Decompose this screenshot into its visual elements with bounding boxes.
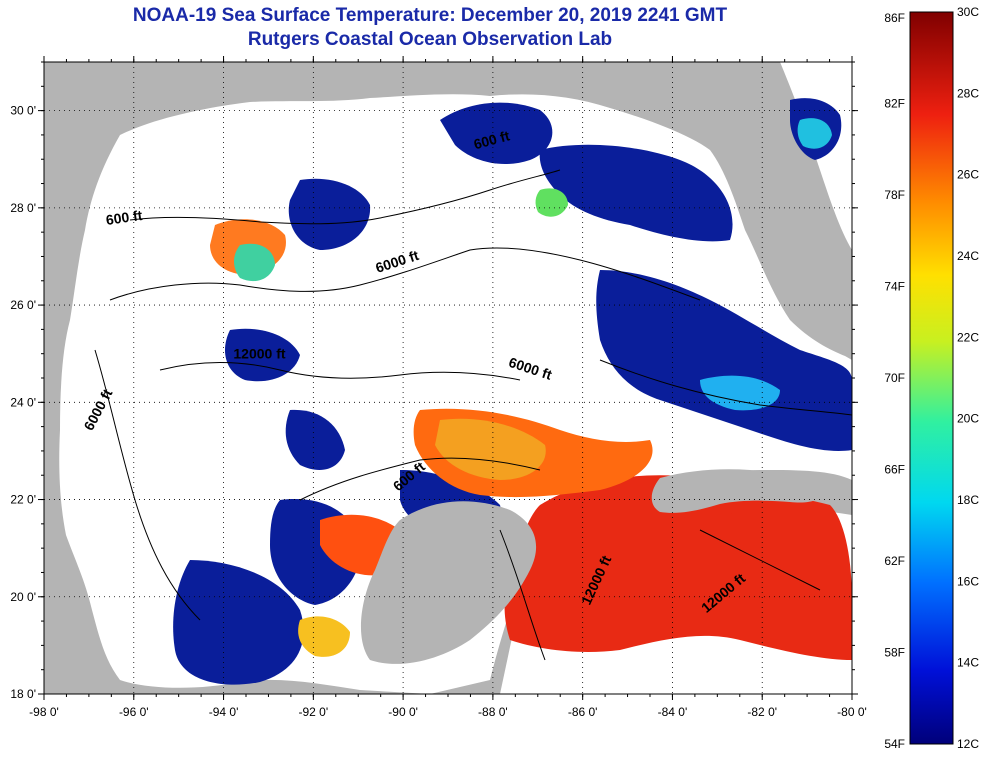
colorbar-f-label: 54F (884, 737, 905, 751)
latitude-labels: 30 0' 28 0' 26 0' 24 0' 22 0' 20 0' 18 0' (10, 104, 36, 701)
colorbar-c-label: 14C (957, 656, 979, 670)
colorbar-f-label: 82F (884, 97, 905, 111)
contour-label: 600 ft (105, 207, 144, 228)
colorbar-fahrenheit-labels: 86F 82F 78F 74F 70F 66F 62F 58F 54F (884, 11, 905, 751)
colorbar-c-label: 12C (957, 737, 979, 751)
lat-tick-label: 22 0' (10, 493, 36, 507)
colorbar-c-label: 26C (957, 168, 979, 182)
colorbar-c-label: 20C (957, 412, 979, 426)
lon-tick-label: -90 0' (388, 705, 418, 719)
map-subtitle: Rutgers Coastal Ocean Observation Lab (247, 29, 613, 50)
lon-tick-label: -82 0' (747, 705, 777, 719)
lon-tick-label: -94 0' (209, 705, 239, 719)
lat-tick-label: 18 0' (10, 687, 36, 701)
lon-tick-label: -96 0' (119, 705, 149, 719)
lat-lon-grid (44, 62, 852, 694)
lon-tick-label: -92 0' (299, 705, 329, 719)
lat-tick-label: 30 0' (10, 104, 36, 118)
lat-tick-label: 20 0' (10, 590, 36, 604)
colorbar-f-label: 74F (884, 280, 905, 294)
colorbar-c-label: 24C (957, 249, 979, 263)
colorbar-celsius-labels: 30C 28C 26C 24C 22C 20C 18C 16C 14C 12C (957, 5, 979, 751)
mid-temperature-patches (234, 118, 832, 411)
colorbar-f-label: 78F (884, 188, 905, 202)
colorbar-f-label: 58F (884, 646, 905, 660)
cuba-land (651, 469, 825, 513)
lon-tick-label: -88 0' (478, 705, 508, 719)
lon-tick-label: -86 0' (568, 705, 598, 719)
colorbar-f-label: 70F (884, 371, 905, 385)
lon-tick-label: -84 0' (658, 705, 688, 719)
lat-tick-label: 24 0' (10, 395, 36, 409)
contour-label: 12000 ft (233, 346, 285, 362)
lon-tick-label: -98 0' (29, 705, 59, 719)
axis-ticks (38, 56, 858, 700)
colorbar-f-label: 66F (884, 463, 905, 477)
colorbar-f-label: 86F (884, 11, 905, 25)
lat-tick-label: 26 0' (10, 298, 36, 312)
colorbar-c-label: 16C (957, 574, 979, 588)
yucatan-land (360, 501, 537, 664)
cold-water-patches (173, 98, 852, 685)
colorbar-c-label: 30C (957, 5, 979, 19)
colorbar-f-label: 62F (884, 554, 905, 568)
colorbar-c-label: 18C (957, 493, 979, 507)
map-title: NOAA-19 Sea Surface Temperature: Decembe… (132, 5, 728, 26)
longitude-labels: -98 0' -96 0' -94 0' -92 0' -90 0' -88 0' -86 … (29, 705, 867, 719)
lat-tick-label: 28 0' (10, 201, 36, 215)
colorbar-c-label: 22C (957, 330, 979, 344)
colorbar-c-label: 28C (957, 86, 979, 100)
colorbar (909, 11, 954, 745)
lon-tick-label: -80 0' (837, 705, 867, 719)
bathymetry-contours (94, 169, 852, 661)
